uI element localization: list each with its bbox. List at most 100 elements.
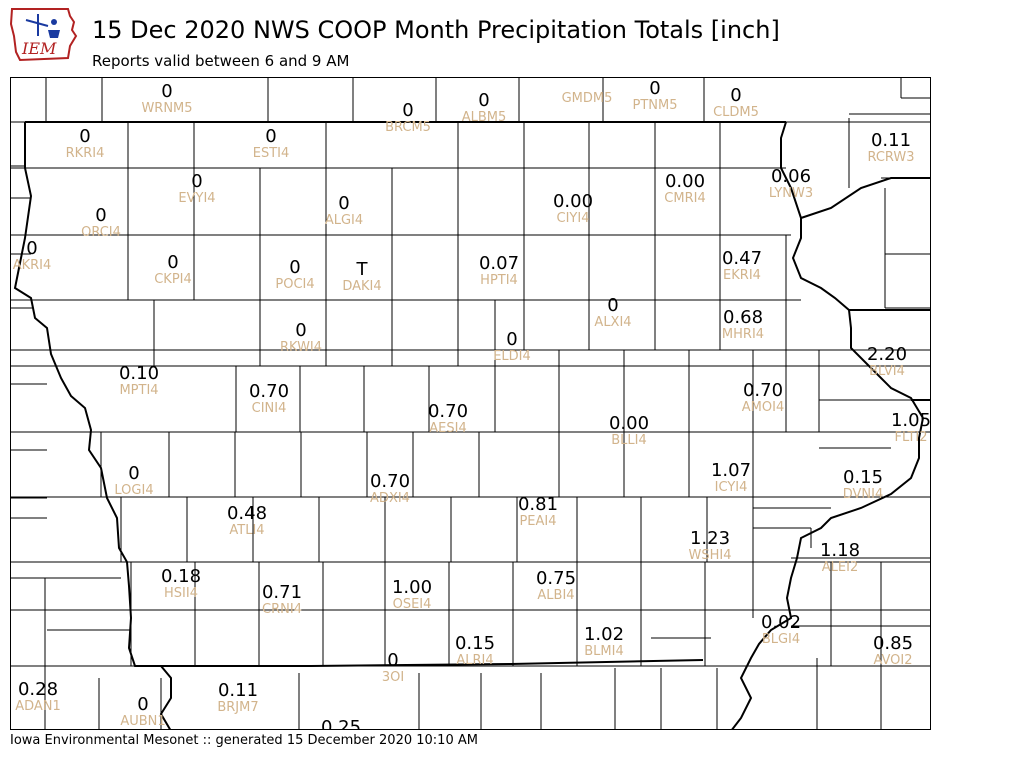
station-alei2: 1.18 ALEI2 [819, 540, 861, 575]
station-id: WRNM5 [141, 101, 193, 116]
station-id: AMOI4 [741, 400, 785, 415]
station-id: ALRI4 [456, 653, 494, 668]
station-value: 0.70 [427, 401, 469, 422]
station-aubn1: 0 AUBN1 [120, 694, 166, 729]
station-id: OSEI4 [392, 597, 432, 612]
station-value: 0.00 [552, 191, 594, 212]
station-adan1: 0.28 ADAN1 [15, 679, 61, 714]
station-id: ATLI4 [229, 523, 265, 538]
station-id: ORCI4 [81, 225, 121, 240]
station-id: AVOI2 [873, 653, 913, 668]
station-id: RKWI4 [279, 340, 323, 355]
station-id: HSII4 [164, 586, 198, 601]
station-id: ESTI4 [252, 146, 290, 161]
station-value: 0.06 [770, 166, 812, 187]
station-id: MHRI4 [721, 327, 765, 342]
station-id: HPTI4 [480, 273, 518, 288]
station-value: 0.81 [517, 494, 559, 515]
station-value: 0 [506, 329, 518, 350]
station-id: RKRI4 [65, 146, 105, 161]
station-crni4: 0.71 CRNI4 [261, 582, 303, 617]
station-value: 0.85 [872, 633, 914, 654]
station-wshi4: 1.23 WSHI4 [688, 528, 732, 563]
page-subtitle: Reports valid between 6 and 9 AM [92, 52, 350, 70]
station-hpti4: 0.07 HPTI4 [479, 255, 519, 288]
station-id: FLTI2 [894, 430, 928, 445]
station-esti4: 0 ESTI4 [252, 126, 290, 161]
station-id: CLDM5 [713, 105, 759, 120]
station-value: 0 [387, 650, 399, 671]
station-value: 0 [128, 463, 140, 484]
station-value: 0.15 [454, 633, 496, 654]
station-id: ALBM5 [461, 110, 507, 125]
station-algi4: 0 ALGI4 [324, 195, 364, 228]
station-id: EVYI4 [178, 191, 216, 206]
station-id: AUBN1 [120, 714, 166, 729]
station-value: 0.00 [608, 413, 650, 434]
station-blgi4: 0.02 BLGI4 [760, 612, 802, 647]
station-peai4: 0.81 PEAI4 [517, 494, 559, 529]
station-value: 0.70 [369, 471, 411, 492]
station-dvni4: 0.15 DVNI4 [842, 467, 884, 502]
station-id: BRJM7 [217, 700, 259, 715]
station-value: 1.23 [689, 528, 731, 549]
station-value: 0 [137, 694, 149, 715]
station-id: CRNI4 [262, 602, 302, 617]
station-id: PEAI4 [519, 514, 557, 529]
station-ciyi4: 0.00 CIYI4 [552, 191, 594, 226]
station-rkwi4: 0 RKWI4 [279, 320, 323, 355]
station-id: POCI4 [275, 277, 315, 292]
station-id: 3OI [381, 670, 405, 685]
station-3oi: 0 3OI [381, 650, 405, 685]
station-icyi4: 1.07 ICYI4 [710, 460, 752, 495]
station-id: WSHI4 [688, 548, 732, 563]
station-flti2: 1.05 FLTI2 [891, 412, 930, 445]
station-value: 0.15 [842, 467, 884, 488]
station-id: RCRW3 [867, 150, 915, 165]
station-id: CMRI4 [664, 191, 706, 206]
county-boundaries [11, 78, 930, 729]
station-brjm7: 0.11 BRJM7 [217, 682, 259, 715]
station-value: 0.28 [17, 679, 59, 700]
station-value: 0.71 [261, 582, 303, 603]
logo-wordmark: IEM [21, 39, 57, 58]
station-id: LOGI4 [114, 483, 154, 498]
station-id: CIYI4 [556, 211, 590, 226]
iem-logo: IEM [8, 6, 78, 64]
precipitation-map: 0 WRNM5 0 BRCM5 0 ALBM5 GMDM5 0 PTNM5 0 … [10, 77, 931, 730]
station-value: 0.02 [760, 612, 802, 633]
station-atli4: 0.48 ATLI4 [227, 505, 267, 538]
station-value: 1.18 [819, 540, 861, 561]
station-value: 0.70 [248, 381, 290, 402]
station-albi4: 0.75 ALBI4 [536, 570, 576, 603]
station-id: ICYI4 [714, 480, 748, 495]
station-value: 0.10 [118, 363, 160, 384]
station-id: BLLI4 [611, 433, 647, 448]
station-brcm5: 0 BRCM5 [385, 102, 431, 135]
station-blvi4: 2.20 BLVI4 [866, 344, 908, 379]
station-id: ALEI2 [821, 560, 859, 575]
station-value: 0.70 [742, 380, 784, 401]
station-lynw3: 0.06 LYNW3 [769, 166, 813, 201]
station-aesi4: 0.70 AESI4 [427, 401, 469, 436]
station-value: 2.20 [866, 344, 908, 365]
station-orci4: 0 ORCI4 [81, 207, 121, 240]
station-id: AESI4 [429, 421, 467, 436]
station-value: 0.68 [722, 307, 764, 328]
station-value: 0 [295, 320, 307, 341]
station-id: ALGI4 [324, 213, 364, 228]
station-value: 0.47 [721, 248, 763, 269]
station-rcrw3: 0.11 RCRW3 [867, 132, 915, 165]
station-id: BLMI4 [584, 644, 624, 659]
station-id: CINI4 [251, 401, 287, 416]
station-cldm5: 0 CLDM5 [713, 85, 759, 120]
station-value: 1.07 [710, 460, 752, 481]
station-eldi4: 0 ELDI4 [493, 329, 531, 364]
station-cini4: 0.70 CINI4 [248, 381, 290, 416]
station-daki4: T DAKI4 [342, 261, 381, 294]
station-value: 0.00 [664, 171, 706, 192]
station-value: 0 [730, 85, 742, 106]
station-value: 0 [265, 126, 277, 147]
station-id: ELDI4 [493, 349, 531, 364]
station-value: 0 [649, 78, 661, 99]
